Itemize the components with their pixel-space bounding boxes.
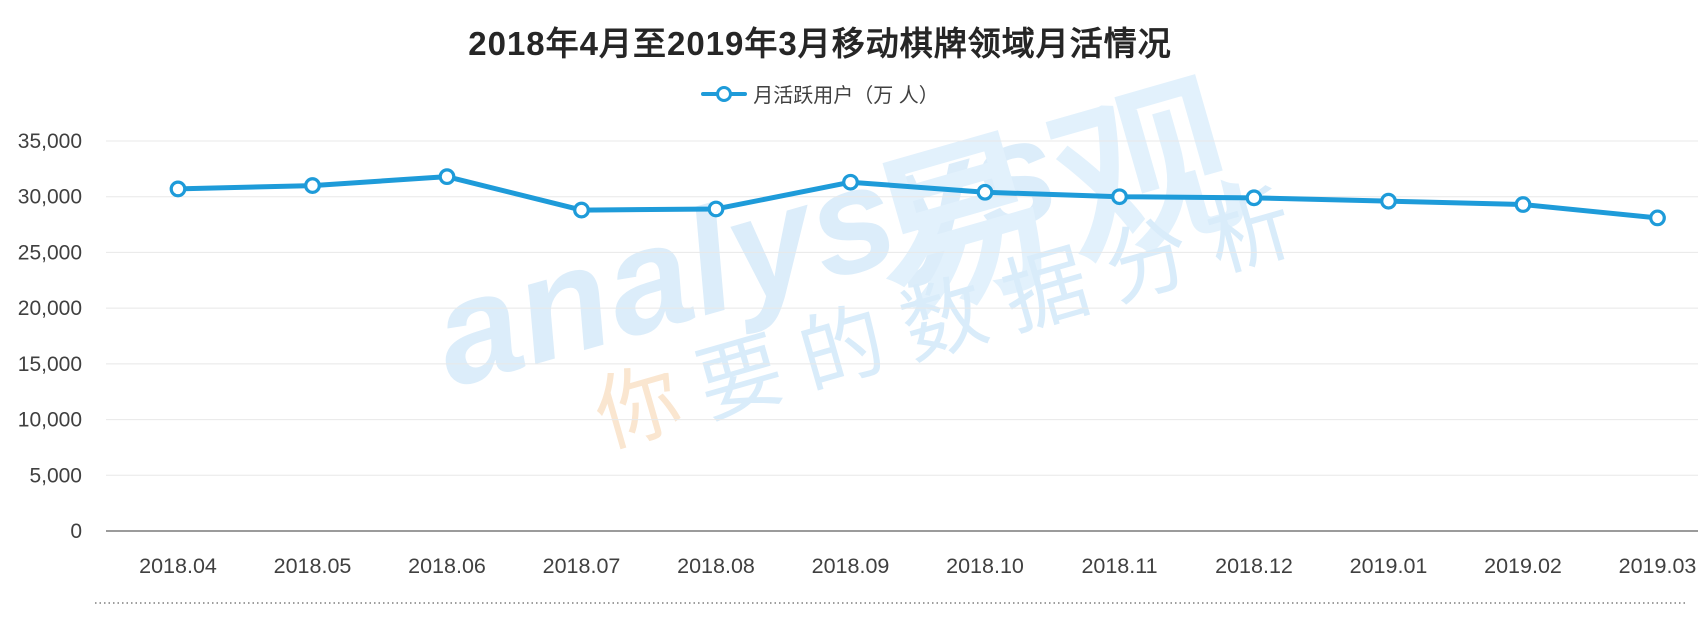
data-point-marker — [304, 177, 321, 194]
data-point-marker — [1514, 196, 1532, 213]
data-point-marker — [438, 168, 456, 186]
data-point-marker — [573, 201, 590, 219]
x-tick-label: 2018.12 — [1215, 554, 1293, 578]
x-tick-label: 2018.04 — [139, 554, 217, 578]
data-point-marker — [1111, 188, 1128, 206]
data-point-marker — [1649, 209, 1666, 227]
legend: 月活跃用户（万 人） — [0, 79, 1640, 108]
y-tick-label: 30,000 — [18, 186, 82, 209]
x-tick-label: 2019.02 — [1484, 554, 1562, 578]
legend-label: 月活跃用户（万 人） — [753, 85, 939, 107]
data-point-marker — [976, 183, 994, 201]
legend-line-circle-icon — [701, 85, 748, 103]
x-tick-label: 2018.06 — [408, 554, 486, 578]
x-tick-label: 2018.09 — [812, 554, 890, 578]
x-tick-label: 2018.07 — [543, 554, 621, 578]
x-tick-label: 2019.03 — [1619, 554, 1697, 578]
x-tick-label: 2019.01 — [1350, 554, 1428, 578]
series-line — [175, 174, 1660, 221]
y-tick-label: 20,000 — [18, 297, 82, 320]
x-tick-label: 2018.08 — [677, 554, 755, 578]
y-tick-label: 5,000 — [29, 464, 82, 487]
chart-title: 2018年4月至2019年3月移动棋牌领域月活情况 — [468, 25, 1172, 62]
y-tick-label: 15,000 — [18, 353, 82, 376]
y-tick-label: 0 — [70, 520, 82, 543]
x-tick-label: 2018.11 — [1081, 554, 1157, 578]
data-point-marker — [842, 173, 859, 191]
data-point-marker — [1380, 192, 1397, 210]
data-point-marker — [707, 200, 725, 218]
data-point-marker — [1245, 189, 1263, 207]
y-tick-label: 35,000 — [18, 130, 82, 153]
y-tick-label: 25,000 — [18, 241, 82, 264]
x-tick-label: 2018.05 — [274, 554, 352, 578]
legend-circle — [716, 85, 733, 102]
y-tick-label: 10,000 — [18, 409, 82, 432]
x-tick-label: 2018.10 — [946, 554, 1024, 578]
data-point-marker — [169, 180, 187, 198]
